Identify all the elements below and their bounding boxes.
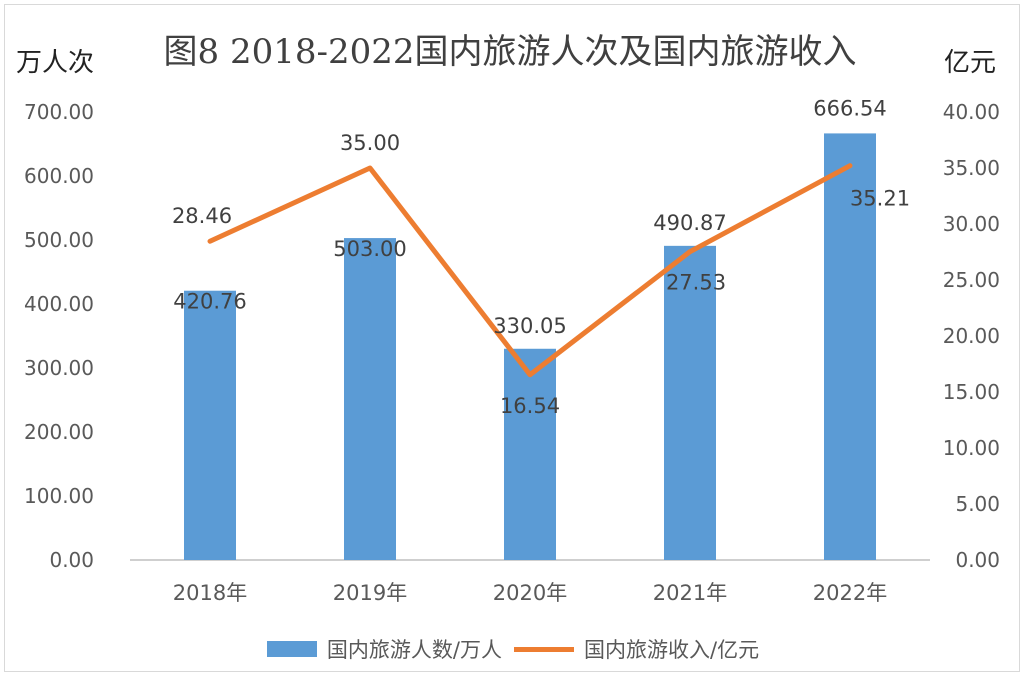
bar-data-label: 666.54 xyxy=(813,96,886,120)
legend-line-swatch xyxy=(514,646,574,652)
bar xyxy=(504,348,556,560)
bar-data-label: 490.87 xyxy=(653,211,726,235)
legend-bar-label: 国内旅游人数/万人 xyxy=(326,638,502,662)
right-tick-label: 25.00 xyxy=(943,268,1000,292)
bar xyxy=(184,290,236,560)
bar xyxy=(344,238,396,560)
left-axis-unit: 万人次 xyxy=(16,48,95,78)
bar-data-label: 330.05 xyxy=(493,314,566,338)
line-data-label: 27.53 xyxy=(666,271,726,295)
right-axis-unit: 亿元 xyxy=(944,48,997,78)
left-tick-label: 600.00 xyxy=(24,164,94,188)
line-series xyxy=(207,163,853,378)
x-tick-label: 2020年 xyxy=(493,581,567,605)
x-tick-label: 2019年 xyxy=(333,581,407,605)
right-tick-label: 5.00 xyxy=(955,492,1000,516)
legend-item-bar: 国内旅游人数/万人 xyxy=(266,634,502,664)
right-tick-label: 20.00 xyxy=(943,324,1000,348)
line-data-label: 35.21 xyxy=(850,187,910,211)
chart-frame xyxy=(4,4,1020,672)
right-tick-label: 15.00 xyxy=(943,380,1000,404)
x-tick-label: 2022年 xyxy=(813,581,887,605)
right-tick-label: 35.00 xyxy=(943,156,1000,180)
legend-item-line: 国内旅游收入/亿元 xyxy=(514,634,759,664)
left-tick-label: 0.00 xyxy=(49,548,94,572)
bar xyxy=(824,133,876,560)
left-tick-label: 400.00 xyxy=(24,292,94,316)
right-tick-label: 10.00 xyxy=(943,436,1000,460)
left-tick-label: 300.00 xyxy=(24,356,94,380)
left-tick-label: 500.00 xyxy=(24,228,94,252)
bar xyxy=(664,245,716,560)
right-tick-label: 0.00 xyxy=(955,548,1000,572)
right-tick-label: 30.00 xyxy=(943,212,1000,236)
legend-line-label: 国内旅游收入/亿元 xyxy=(584,638,760,662)
x-tick-label: 2018年 xyxy=(173,581,247,605)
x-tick-label: 2021年 xyxy=(653,581,727,605)
legend: 国内旅游人数/万人 国内旅游收入/亿元 xyxy=(0,634,1026,664)
chart-plot: 0.00 100.00 200.00 300.00 400.00 500.00 600.00… xyxy=(24,96,1000,605)
left-tick-label: 700.00 xyxy=(24,100,94,124)
right-tick-label: 40.00 xyxy=(943,100,1000,124)
legend-bar-swatch xyxy=(266,641,317,657)
left-tick-label: 200.00 xyxy=(24,420,94,444)
line-data-label: 35.00 xyxy=(340,131,400,155)
bar-data-label: 503.00 xyxy=(333,237,406,261)
bar-data-label: 420.76 xyxy=(173,290,246,314)
line-data-label: 16.54 xyxy=(500,394,560,418)
chart-title: 图8 2018-2022国内旅游人次及国内旅游收入 xyxy=(163,32,857,72)
left-tick-label: 100.00 xyxy=(24,484,94,508)
line-data-label: 28.46 xyxy=(172,204,232,228)
